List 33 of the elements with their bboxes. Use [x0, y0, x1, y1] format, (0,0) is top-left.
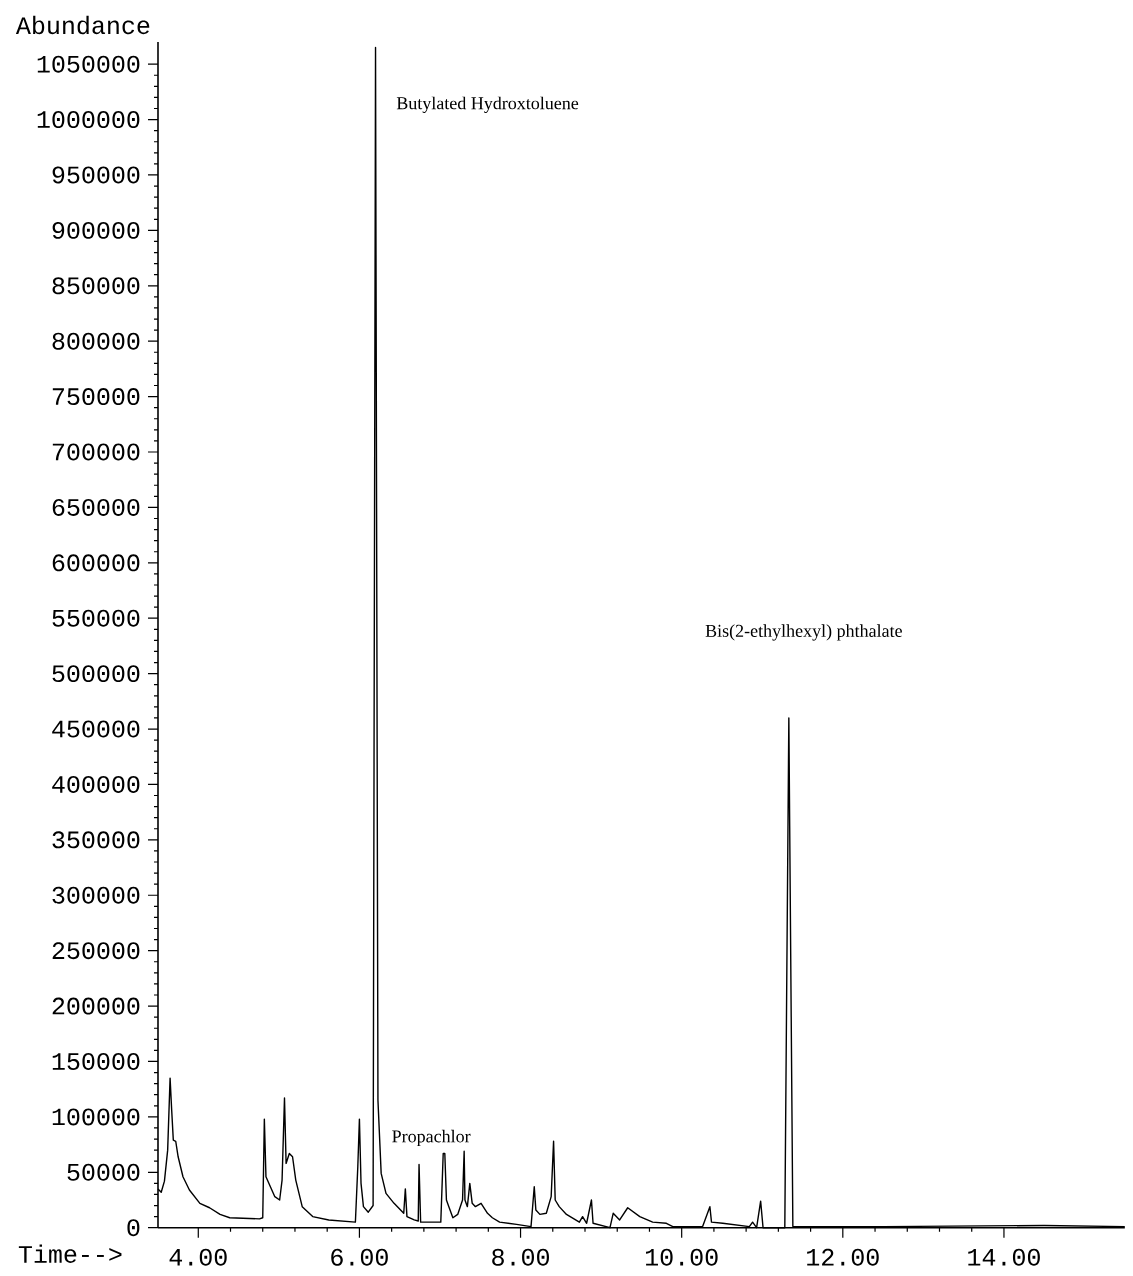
y-tick-label: 300000 — [52, 886, 140, 904]
y-tick-label: 50000 — [67, 1163, 140, 1181]
y-tick-label: 950000 — [52, 166, 140, 184]
x-axis-title: Time--> — [18, 1244, 122, 1263]
y-tick-label: 500000 — [52, 665, 140, 683]
y-tick-label: 1000000 — [37, 111, 140, 129]
y-tick-label: 850000 — [52, 277, 140, 295]
y-tick-label: 100000 — [52, 1108, 140, 1126]
x-tick-label: 12.00 — [807, 1248, 879, 1266]
y-tick-label: 600000 — [52, 554, 140, 572]
annotation: Propachlor — [392, 1129, 471, 1147]
y-tick-label: 400000 — [52, 775, 140, 793]
x-tick-label: 6.00 — [331, 1248, 388, 1266]
y-tick-label: 1050000 — [37, 55, 140, 73]
x-tick-label: 4.00 — [169, 1248, 227, 1266]
y-tick-label: 150000 — [52, 1053, 140, 1070]
x-tick-label: 10.00 — [646, 1248, 718, 1266]
y-axis-title: Abundance — [15, 15, 150, 35]
y-tick-label: 800000 — [52, 332, 140, 350]
x-tick-label: 14.00 — [968, 1248, 1040, 1266]
y-tick-label: 0 — [127, 1219, 140, 1237]
y-tick-label: 350000 — [52, 831, 140, 849]
x-tick-label: 8.00 — [492, 1248, 549, 1266]
y-tick-label: 700000 — [52, 443, 140, 461]
y-tick-label: 250000 — [52, 942, 140, 960]
annotation: Bis(2-ethylhexyl) phthalate — [705, 624, 902, 641]
annotation: Butylated Hydroxtoluene — [396, 96, 579, 114]
y-tick-label: 550000 — [52, 609, 140, 627]
y-tick-label: 750000 — [52, 388, 140, 406]
y-tick-label: 650000 — [52, 498, 140, 516]
y-tick-label: 200000 — [52, 997, 140, 1015]
y-tick-label: 900000 — [52, 221, 140, 239]
y-tick-label: 450000 — [52, 720, 140, 738]
